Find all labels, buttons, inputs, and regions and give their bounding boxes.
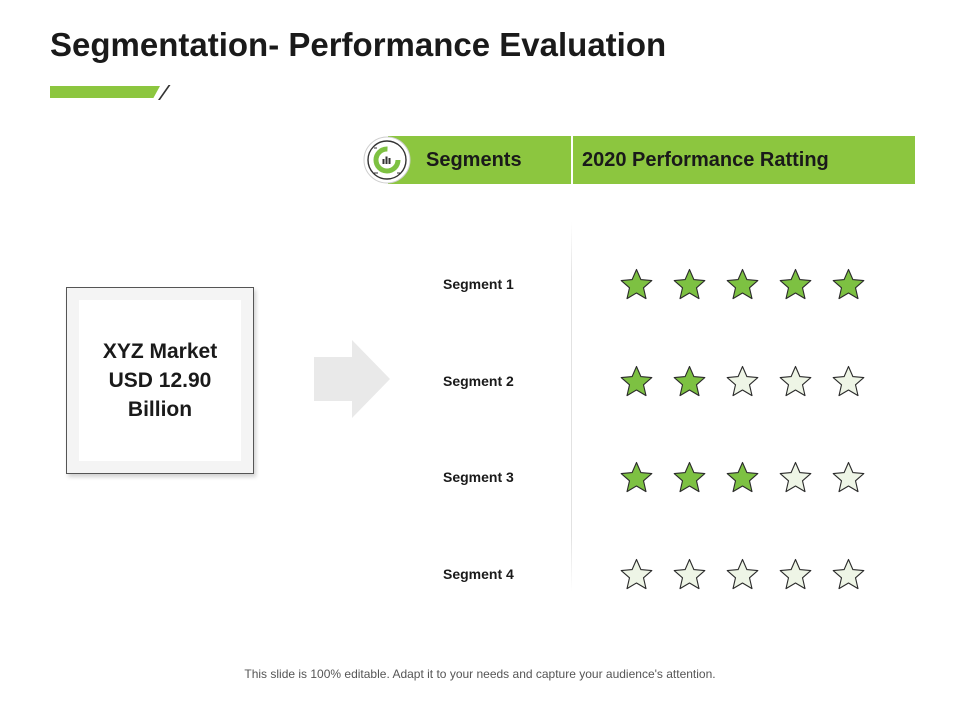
market-box: XYZ Market USD 12.90 Billion <box>66 287 254 474</box>
star-filled-icon <box>620 365 653 396</box>
market-box-inner: XYZ Market USD 12.90 Billion <box>79 300 241 461</box>
star-rating <box>620 359 865 403</box>
footer-note: This slide is 100% editable. Adapt it to… <box>244 667 716 681</box>
star-empty-icon <box>726 365 759 396</box>
star-rating <box>620 262 865 306</box>
header-performance-rating: 2020 Performance Ratting <box>582 149 829 171</box>
star-filled-icon <box>726 268 759 299</box>
table-row: Segment 4 <box>0 552 960 596</box>
chart-circle-icon <box>363 136 411 184</box>
star-filled-icon <box>673 365 706 396</box>
column-divider <box>571 222 572 592</box>
table-row: Segment 3 <box>0 455 960 499</box>
star-filled-icon <box>779 268 812 299</box>
right-arrow-icon <box>314 340 390 418</box>
star-empty-icon <box>726 558 759 589</box>
star-filled-icon <box>620 268 653 299</box>
star-rating <box>620 455 865 499</box>
table-header: Segments 2020 Performance Ratting <box>388 136 915 184</box>
star-empty-icon <box>620 558 653 589</box>
segment-label: Segment 3 <box>443 469 514 485</box>
star-empty-icon <box>779 365 812 396</box>
star-filled-icon <box>726 461 759 492</box>
star-filled-icon <box>673 461 706 492</box>
star-filled-icon <box>832 268 865 299</box>
table-row: Segment 1 <box>0 262 960 306</box>
star-empty-icon <box>673 558 706 589</box>
star-empty-icon <box>779 558 812 589</box>
star-empty-icon <box>779 461 812 492</box>
segment-label: Segment 2 <box>443 373 514 389</box>
header-divider <box>571 136 573 184</box>
title-underline-accent <box>50 85 171 100</box>
star-rating <box>620 552 865 596</box>
accent-bar <box>50 86 160 98</box>
header-segments: Segments <box>426 149 522 171</box>
segment-label: Segment 1 <box>443 276 514 292</box>
segment-label: Segment 4 <box>443 566 514 582</box>
star-empty-icon <box>832 558 865 589</box>
star-empty-icon <box>832 461 865 492</box>
star-filled-icon <box>620 461 653 492</box>
table-row: Segment 2 <box>0 359 960 403</box>
market-unit: Billion <box>127 398 193 421</box>
star-filled-icon <box>673 268 706 299</box>
market-name: XYZ Market <box>102 340 218 363</box>
star-empty-icon <box>832 365 865 396</box>
accent-slash <box>158 85 171 100</box>
market-value: USD 12.90 <box>108 369 212 392</box>
page-title: Segmentation- Performance Evaluation <box>50 26 667 63</box>
